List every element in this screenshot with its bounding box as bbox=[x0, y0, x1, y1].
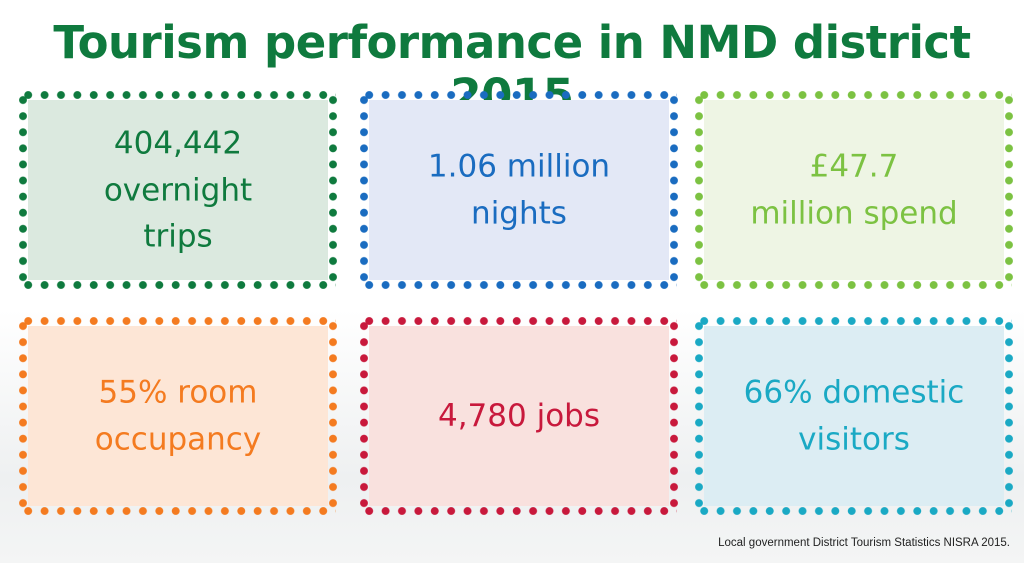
card-background bbox=[704, 100, 1004, 280]
stat-line: nights bbox=[471, 195, 567, 231]
dotted-border bbox=[359, 318, 369, 514]
stat-text: 66% domestic visitors bbox=[696, 370, 1012, 463]
stat-line: 55% room bbox=[98, 374, 258, 411]
dotted-border bbox=[328, 318, 338, 514]
dotted-border bbox=[361, 316, 677, 326]
stat-text: 1.06 million nights bbox=[361, 144, 677, 237]
stat-line: overnight bbox=[103, 171, 253, 208]
stat-text: £47.7 million spend bbox=[696, 144, 1012, 237]
dotted-border bbox=[328, 92, 338, 288]
dotted-border bbox=[361, 280, 677, 290]
dotted-border bbox=[1004, 92, 1014, 288]
card-background bbox=[28, 100, 328, 280]
dotted-border bbox=[18, 318, 28, 514]
stat-card-jobs: 4,780 jobs bbox=[359, 316, 679, 516]
stat-text: 55% room occupancy bbox=[20, 370, 336, 463]
dotted-border bbox=[20, 316, 336, 326]
stat-line: £47.7 bbox=[809, 148, 899, 185]
source-note: Local government District Tourism Statis… bbox=[718, 537, 1010, 549]
stat-line: million spend bbox=[750, 195, 958, 231]
dotted-border bbox=[20, 280, 336, 290]
dotted-border bbox=[669, 92, 679, 288]
dotted-border bbox=[20, 506, 336, 516]
dotted-border bbox=[361, 506, 677, 516]
card-background bbox=[704, 326, 1004, 506]
stat-line: trips bbox=[143, 218, 213, 255]
dotted-border bbox=[696, 90, 1012, 100]
card-background bbox=[369, 326, 669, 506]
dotted-border bbox=[18, 92, 28, 288]
card-background bbox=[369, 100, 669, 280]
dotted-border bbox=[696, 316, 1012, 326]
stat-line: 4,780 jobs bbox=[437, 397, 600, 434]
dotted-border bbox=[1004, 318, 1014, 514]
stat-card-domestic-visitors: 66% domestic visitors bbox=[694, 316, 1014, 516]
dotted-border bbox=[361, 90, 677, 100]
stat-line: 1.06 million bbox=[427, 148, 611, 185]
dotted-border bbox=[359, 92, 369, 288]
stat-line: visitors bbox=[798, 421, 910, 457]
dotted-border bbox=[696, 506, 1012, 516]
stat-card-overnight-trips: 404,442 overnight trips bbox=[18, 90, 338, 290]
dotted-border bbox=[694, 92, 704, 288]
stat-line: 404,442 bbox=[113, 125, 243, 162]
stat-card-spend: £47.7 million spend bbox=[694, 90, 1014, 290]
card-background bbox=[28, 326, 328, 506]
stat-card-nights: 1.06 million nights bbox=[359, 90, 679, 290]
stat-text: 4,780 jobs bbox=[361, 393, 677, 440]
stat-text: 404,442 overnight trips bbox=[20, 120, 336, 260]
stat-line: 66% domestic bbox=[743, 374, 965, 411]
stat-line: occupancy bbox=[94, 421, 262, 457]
stat-card-room-occupancy: 55% room occupancy bbox=[18, 316, 338, 516]
dotted-border bbox=[20, 90, 336, 100]
dotted-border bbox=[696, 280, 1012, 290]
dotted-border bbox=[694, 318, 704, 514]
dotted-border bbox=[669, 318, 679, 514]
